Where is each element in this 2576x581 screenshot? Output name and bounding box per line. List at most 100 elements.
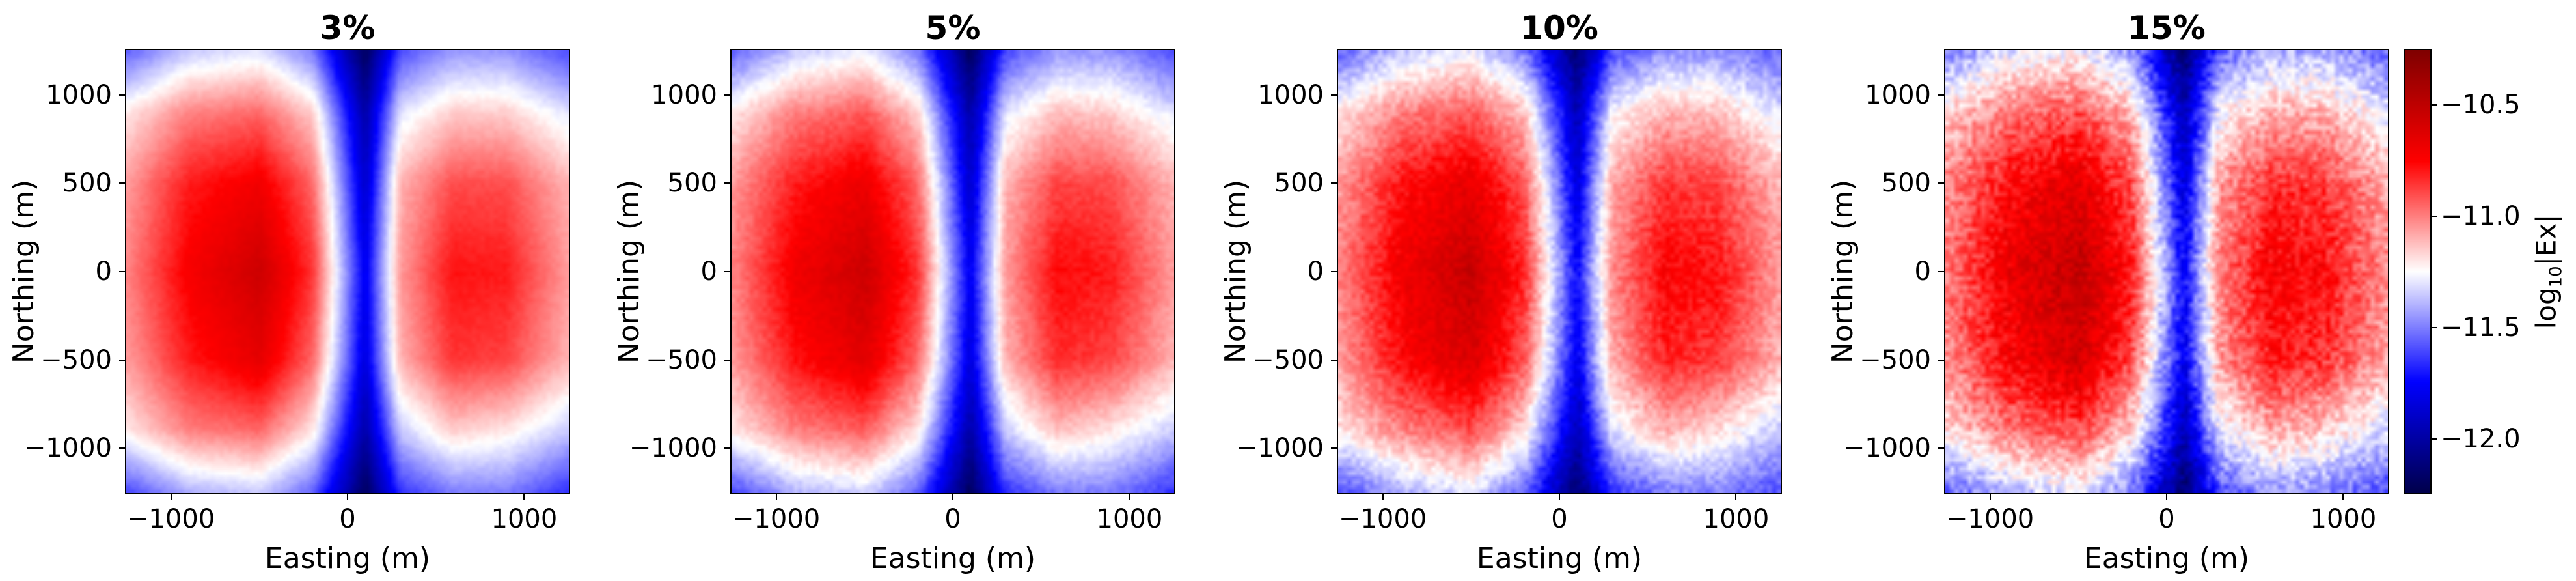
y-tick [1938, 182, 1944, 184]
x-tick [775, 494, 777, 500]
x-axis-label: Easting (m) [2083, 542, 2250, 575]
y-tick-label: 1000 [46, 79, 112, 110]
colorbar-tick-label: −11.5 [2441, 312, 2521, 343]
heatmap-image [1945, 50, 2388, 493]
heatmap-panel: 10% −1000 0 1000 1000 500 0 −500 −1000 Easting (m… [1219, 10, 1782, 575]
colorbar-label-sub: 10 [2546, 266, 2566, 288]
x-tick-label: −1000 [732, 504, 821, 534]
y-tick-label: 500 [62, 168, 112, 199]
x-tick [1129, 494, 1130, 500]
y-axis-label: Northing (m) [1219, 179, 1252, 364]
y-tick-label: 500 [1274, 168, 1324, 199]
x-tick [952, 494, 953, 500]
y-tick-label: 0 [1307, 257, 1324, 287]
x-axis-label: Easting (m) [1476, 542, 1643, 575]
y-tick [119, 94, 125, 96]
y-axis-label: Northing (m) [7, 179, 40, 364]
x-tick-label: 0 [1551, 504, 1568, 534]
panel-title: 3% [320, 9, 376, 47]
panel-title: 15% [2128, 9, 2206, 47]
x-tick [1735, 494, 1737, 500]
heatmap-axes [125, 49, 570, 494]
x-tick-label: −1000 [1338, 504, 1427, 534]
x-tick-label: 1000 [2310, 504, 2377, 534]
x-tick-label: 0 [944, 504, 961, 534]
y-tick-label: −500 [646, 345, 717, 375]
y-tick-label: 0 [1914, 257, 1931, 287]
y-tick [724, 447, 730, 449]
panel-title: 5% [925, 9, 981, 47]
y-tick-label: 500 [1881, 168, 1931, 199]
x-tick [1382, 494, 1384, 500]
colorbar [2404, 49, 2432, 494]
y-tick [1331, 271, 1337, 272]
y-tick [1938, 94, 1944, 96]
colorbar-tick [2432, 326, 2437, 328]
y-tick [1938, 447, 1944, 449]
x-tick-label: −1000 [1945, 504, 2035, 534]
colorbar-label: log10|Ex| [2530, 214, 2571, 330]
y-tick-label: −1000 [1843, 433, 1931, 464]
y-tick-label: −1000 [629, 433, 717, 464]
x-tick [523, 494, 525, 500]
heatmap-image [126, 50, 569, 493]
colorbar-tick-label: −12.0 [2441, 423, 2521, 454]
x-tick-label: 0 [2158, 504, 2175, 534]
x-tick-label: −1000 [126, 504, 215, 534]
y-tick [1938, 271, 1944, 272]
y-tick-label: 1000 [1865, 79, 1931, 110]
colorbar-label-main: log [2530, 287, 2562, 330]
y-tick [724, 359, 730, 361]
y-tick [1938, 359, 1944, 361]
y-tick-label: −500 [40, 345, 112, 375]
y-axis-label: Northing (m) [612, 179, 646, 364]
y-tick [1331, 94, 1337, 96]
y-tick [119, 447, 125, 449]
y-tick [119, 359, 125, 361]
x-tick-label: 0 [339, 504, 356, 534]
x-tick [2342, 494, 2344, 500]
y-tick [1331, 447, 1337, 449]
y-tick [724, 182, 730, 184]
colorbar-tick [2432, 215, 2437, 217]
x-tick [2166, 494, 2167, 500]
y-tick [724, 94, 730, 96]
x-tick-label: 1000 [1096, 504, 1163, 534]
heatmap-axes [730, 49, 1175, 494]
y-tick-label: −1000 [23, 433, 112, 464]
heatmap-panel: 3% −1000 0 1000 1000 500 0 −500 −1000 Easting (m)… [7, 10, 570, 575]
heatmap-image [1338, 50, 1781, 493]
heatmap-axes [1944, 49, 2389, 494]
y-axis-label: Northing (m) [1826, 179, 1859, 364]
y-tick [119, 271, 125, 272]
colorbar-tick [2432, 438, 2437, 440]
colorbar-label-rest: |Ex| [2530, 214, 2562, 266]
y-tick-label: 0 [700, 257, 717, 287]
y-tick [1331, 182, 1337, 184]
x-tick [347, 494, 348, 500]
x-tick [1989, 494, 1991, 500]
colorbar-tick-label: −11.0 [2441, 201, 2521, 231]
heatmap-panel: 15% −1000 0 1000 1000 500 0 −500 −1000 Easting (m… [1826, 10, 2389, 575]
y-tick-label: −500 [1859, 345, 1931, 375]
y-tick [119, 182, 125, 184]
y-tick [724, 271, 730, 272]
y-tick-label: −1000 [1235, 433, 1324, 464]
y-tick-label: 500 [667, 168, 717, 199]
heatmap-panel: 5% −1000 0 1000 1000 500 0 −500 −1000 Easting (m)… [612, 10, 1175, 575]
x-tick [170, 494, 172, 500]
y-tick-label: −500 [1252, 345, 1324, 375]
colorbar-tick-label: −10.5 [2441, 89, 2521, 120]
colorbar-tick [2432, 104, 2437, 106]
x-tick-label: 1000 [491, 504, 558, 534]
heatmap-image [732, 50, 1174, 493]
x-axis-label: Easting (m) [264, 542, 431, 575]
y-tick-label: 1000 [651, 79, 717, 110]
x-tick [1559, 494, 1560, 500]
panel-title: 10% [1520, 9, 1598, 47]
y-tick-label: 0 [95, 257, 112, 287]
y-tick [1331, 359, 1337, 361]
y-tick-label: 1000 [1257, 79, 1324, 110]
heatmap-axes [1337, 49, 1782, 494]
x-axis-label: Easting (m) [870, 542, 1036, 575]
